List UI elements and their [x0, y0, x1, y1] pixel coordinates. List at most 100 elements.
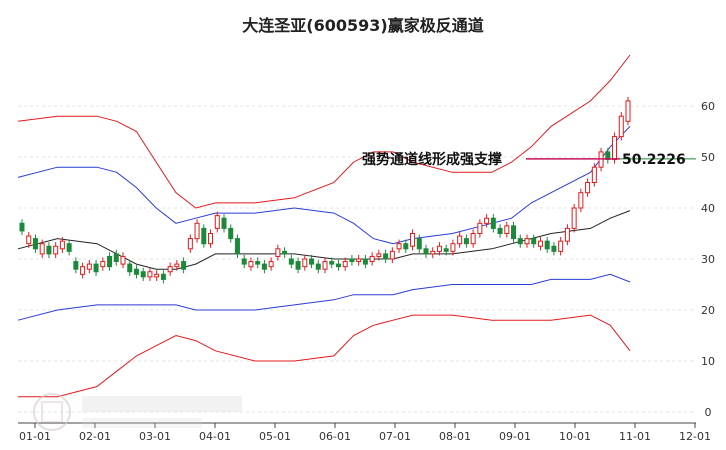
y-axis: 0 10 20 30 40 50 60 [701, 100, 715, 419]
candle-body [342, 261, 348, 268]
candle-body [201, 227, 207, 245]
y-tick-label: 30 [701, 253, 715, 266]
watermark-logo [33, 393, 242, 431]
candle-body [26, 235, 32, 245]
candle-body [591, 166, 597, 183]
candle-body [618, 115, 624, 138]
candle-body [288, 258, 294, 265]
candle-body [73, 261, 79, 270]
y-tick-label: 60 [701, 100, 715, 113]
x-tick-label: 03-01 [139, 430, 171, 443]
candle-body [443, 248, 449, 252]
candle-body [275, 248, 281, 257]
x-tick-label: 01-01 [19, 430, 51, 443]
candle-body [93, 263, 99, 273]
candle-body [261, 263, 267, 270]
candle-body [295, 261, 301, 270]
candle-body [160, 273, 166, 280]
candle-body [396, 243, 402, 250]
channel-bands [17, 54, 631, 398]
candle-body [403, 243, 409, 250]
channel-line-1 [17, 126, 631, 245]
candle-body [59, 240, 65, 250]
x-tick-label: 12-01 [679, 430, 711, 443]
candle-body [154, 273, 160, 278]
candle-body [80, 266, 86, 275]
candle-body [558, 240, 564, 252]
channel-line-4 [18, 314, 631, 398]
candle-body [315, 263, 321, 270]
candle-body [181, 261, 187, 270]
candle-body [470, 233, 476, 245]
candle-body [490, 217, 496, 229]
x-tick-label: 10-01 [559, 430, 591, 443]
channel-line-3 [17, 273, 631, 321]
candle-body [383, 253, 389, 260]
candle-body [551, 245, 557, 252]
candle-body [187, 238, 193, 250]
candle-body [531, 238, 537, 245]
x-tick-label: 07-01 [379, 430, 411, 443]
candle-body [147, 271, 153, 278]
candle-body [484, 217, 490, 224]
y-tick-label: 20 [701, 304, 715, 317]
candle-body [221, 217, 227, 229]
candle-body [517, 238, 523, 245]
candle-body [234, 238, 240, 255]
candle-body [167, 266, 173, 273]
candle-body [241, 258, 247, 265]
candle-body [214, 215, 220, 229]
candle-body [349, 258, 355, 263]
candle-body [423, 248, 429, 255]
candle-body [625, 100, 631, 122]
candle-body [544, 240, 550, 250]
x-axis: 01-01 02-01 03-01 04-01 05-01 06-01 07-01 08-01… [18, 422, 711, 443]
candle-body [322, 261, 328, 270]
candle-body [66, 243, 72, 252]
x-tick-label: 06-01 [319, 430, 351, 443]
candle-body [457, 235, 463, 245]
candle-body [309, 258, 315, 265]
candle-body [564, 227, 570, 242]
candle-body [39, 243, 45, 255]
candle-body [497, 227, 503, 234]
candle-body [194, 222, 200, 240]
candle-body [369, 255, 375, 263]
candle-body [208, 233, 214, 245]
candle-body [362, 258, 368, 265]
candle-body [255, 261, 261, 265]
candle-body [228, 227, 234, 240]
candle-body [335, 263, 341, 268]
candle-body [389, 250, 395, 260]
candle-body [282, 250, 288, 255]
support-annotation: 强势通道线形成强支撑 50.2226 [362, 151, 696, 168]
candle-body [133, 268, 139, 275]
candle-body [19, 222, 25, 232]
candle-body [120, 255, 126, 265]
candle-body [511, 225, 517, 240]
candle-body [537, 240, 543, 247]
y-tick-label: 0 [705, 406, 712, 419]
x-tick-label: 08-01 [439, 430, 471, 443]
channel-line-0 [17, 54, 631, 209]
y-tick-label: 50 [701, 151, 715, 164]
candle-body [436, 245, 442, 252]
candle-body [416, 238, 422, 250]
candle-body [450, 243, 456, 252]
candle-body [46, 245, 52, 255]
candle-body [329, 261, 335, 265]
candlesticks [19, 96, 631, 284]
candle-body [356, 258, 362, 263]
candle-body [376, 253, 382, 257]
candle-body [268, 261, 274, 268]
y-tick-label: 10 [701, 355, 715, 368]
candle-body [524, 238, 530, 245]
candle-body [463, 238, 469, 245]
channel-line-2 [17, 210, 631, 270]
y-tick-label: 40 [701, 202, 715, 215]
candle-body [302, 258, 308, 268]
candle-body [504, 225, 510, 235]
chart-title: 大连圣亚(600593)赢家极反通道 [242, 16, 484, 35]
candle-body [585, 182, 591, 194]
